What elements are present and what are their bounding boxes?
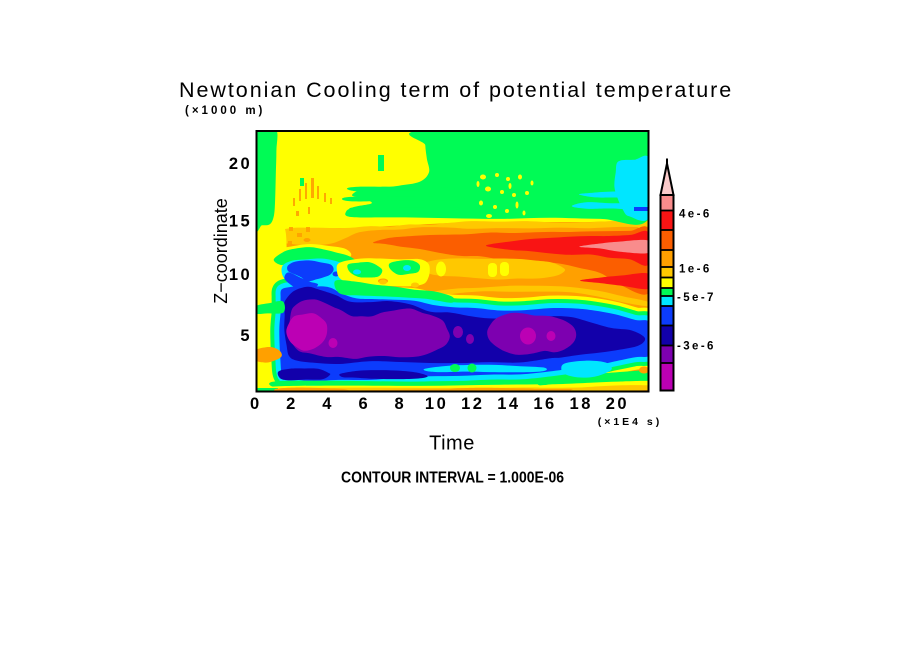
- svg-text:6: 6: [358, 395, 370, 413]
- svg-text:12: 12: [461, 395, 484, 413]
- svg-text:Newtonian Cooling term of pote: Newtonian Cooling term of potential temp…: [179, 78, 733, 102]
- svg-text:0: 0: [250, 395, 262, 413]
- svg-text:-5e-7: -5e-7: [677, 292, 716, 304]
- svg-text:(×1E4 s): (×1E4 s): [598, 416, 663, 428]
- svg-text:10: 10: [229, 266, 252, 284]
- svg-text:4: 4: [322, 395, 334, 413]
- svg-text:-3e-6: -3e-6: [677, 341, 716, 353]
- svg-text:1e-6: 1e-6: [679, 264, 712, 276]
- svg-text:Time: Time: [429, 433, 475, 455]
- svg-text:10: 10: [425, 395, 448, 413]
- svg-text:15: 15: [229, 213, 252, 231]
- svg-text:CONTOUR INTERVAL = 1.000E-06: CONTOUR INTERVAL = 1.000E-06: [341, 470, 564, 487]
- svg-text:20: 20: [606, 395, 629, 413]
- svg-text:Z−coordinate: Z−coordinate: [211, 198, 231, 304]
- svg-text:2: 2: [286, 395, 298, 413]
- svg-text:(×1000 m): (×1000 m): [185, 105, 265, 117]
- svg-text:8: 8: [395, 395, 407, 413]
- svg-text:4e-6: 4e-6: [679, 209, 712, 221]
- svg-text:5: 5: [240, 327, 252, 345]
- svg-text:18: 18: [570, 395, 593, 413]
- svg-text:16: 16: [533, 395, 556, 413]
- svg-text:14: 14: [497, 395, 520, 413]
- svg-text:20: 20: [229, 155, 252, 173]
